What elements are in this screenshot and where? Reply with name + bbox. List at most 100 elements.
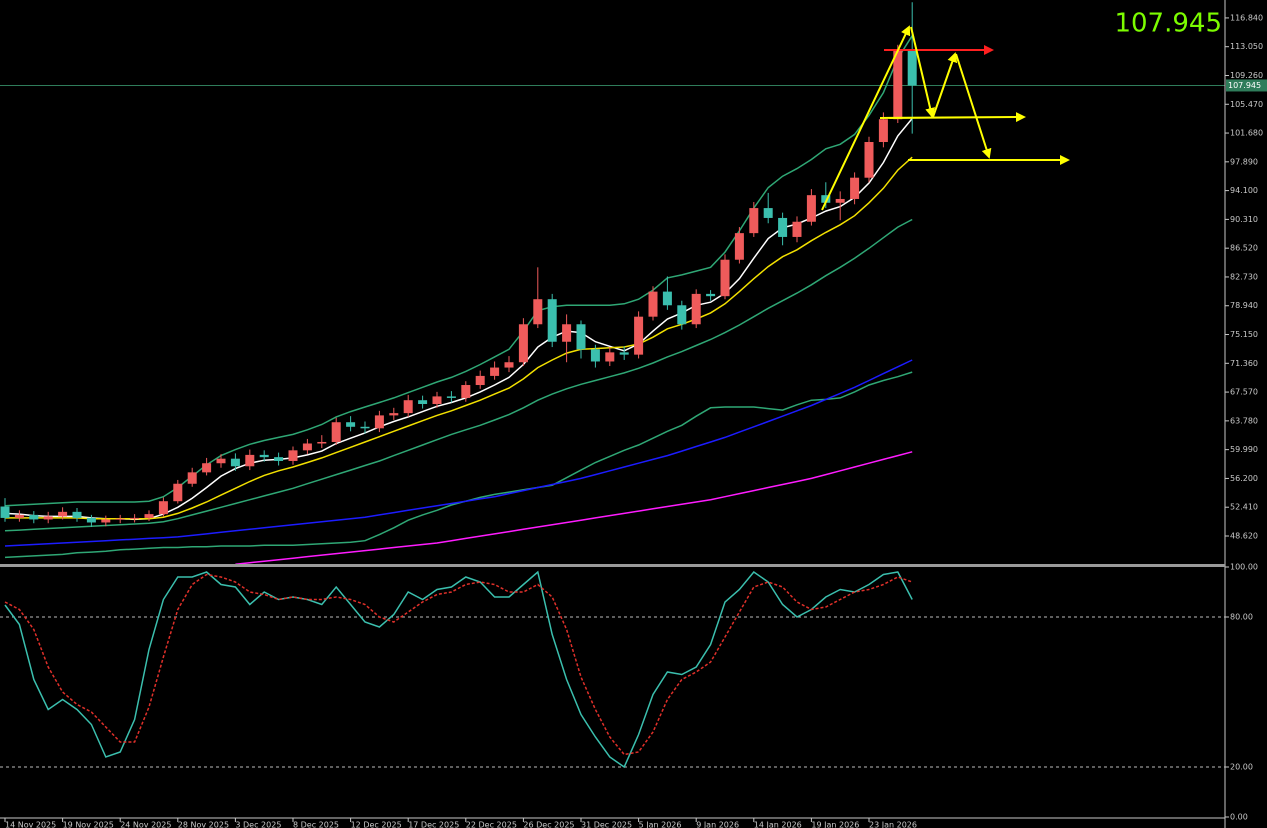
candle-body	[562, 324, 572, 342]
x-tick-label: 31 Dec 2025	[581, 821, 632, 828]
candle-body	[187, 472, 197, 484]
x-tick-label: 14 Nov 2025	[5, 821, 56, 828]
trend-arrow	[821, 25, 911, 211]
candle-body	[878, 119, 888, 143]
x-tick-label: 8 Dec 2025	[293, 821, 339, 828]
candle-body	[691, 293, 701, 325]
candle-body	[230, 458, 240, 467]
candle-body	[475, 375, 485, 386]
trend-arrow	[932, 52, 958, 118]
candle-body	[806, 195, 816, 222]
candle-body	[504, 362, 514, 368]
candle-body	[634, 316, 644, 355]
candle-body	[86, 517, 96, 523]
candle-body	[490, 367, 500, 376]
candle-body	[101, 519, 111, 523]
candle-body	[619, 352, 629, 355]
indicator-line	[4, 218, 913, 532]
y-tick-label: 63.780	[1230, 416, 1258, 425]
candle-body	[792, 221, 802, 237]
trend-arrow	[910, 26, 936, 118]
x-tick-label: 12 Dec 2025	[351, 821, 402, 828]
y-tick-label: 71.360	[1230, 359, 1258, 368]
candle-body	[0, 506, 10, 518]
x-tick-label: 17 Dec 2025	[408, 821, 459, 828]
candle-body	[677, 305, 687, 325]
candle-body	[72, 511, 82, 518]
candle-body	[533, 299, 543, 325]
price-label: 107.945	[1228, 81, 1261, 90]
candle-body	[864, 142, 874, 178]
candle-body	[518, 324, 528, 363]
indicator-line	[4, 359, 913, 547]
candle-body	[216, 458, 226, 464]
y-tick-label: 0.00	[1230, 813, 1248, 822]
candle-body	[259, 454, 269, 458]
candle-body	[590, 349, 600, 362]
candle-body	[360, 426, 370, 429]
indicator-line	[4, 573, 913, 756]
x-tick-label: 22 Dec 2025	[466, 821, 517, 828]
candle-body	[547, 299, 557, 342]
indicator-line	[5, 156, 913, 520]
candle-body	[389, 413, 399, 416]
trend-arrow	[955, 53, 992, 159]
candle-body	[158, 501, 168, 515]
y-tick-label: 86.520	[1230, 244, 1258, 253]
candle-body	[893, 50, 903, 120]
candle-body	[144, 514, 154, 518]
candle-body	[720, 259, 730, 297]
candle-body	[432, 396, 442, 405]
x-tick-label: 23 Jan 2026	[869, 821, 917, 828]
candle-body	[576, 324, 586, 350]
candle-body	[130, 517, 140, 519]
candle-body	[202, 463, 212, 473]
candle-body	[461, 385, 471, 398]
y-tick-label: 90.310	[1230, 215, 1258, 224]
candle-body	[346, 422, 356, 427]
x-tick-label: 19 Nov 2025	[63, 821, 114, 828]
x-tick-label: 28 Nov 2025	[178, 821, 229, 828]
candle-body	[763, 208, 773, 218]
candle-body	[288, 450, 298, 461]
indicator-line	[4, 118, 913, 521]
y-tick-label: 48.620	[1230, 531, 1258, 540]
candle-body	[821, 195, 831, 203]
y-tick-label: 75.150	[1230, 330, 1258, 339]
candle-body	[662, 291, 672, 306]
candle-body	[302, 443, 312, 451]
y-tick-label: 109.260	[1230, 71, 1263, 80]
candle-body	[331, 422, 341, 442]
y-tick-label: 52.410	[1230, 503, 1258, 512]
y-tick-label: 116.840	[1230, 13, 1263, 22]
candle-body	[58, 511, 68, 517]
price-label-box	[1226, 79, 1267, 92]
candle-body	[749, 208, 759, 234]
x-tick-label: 14 Jan 2026	[754, 821, 802, 828]
candle-body	[14, 514, 24, 518]
candle-body	[648, 291, 658, 317]
candle-body	[778, 217, 788, 237]
y-tick-label: 113.050	[1230, 42, 1263, 51]
x-tick-label: 5 Jan 2026	[639, 821, 682, 828]
indicator-line	[4, 35, 913, 507]
y-tick-label: 82.730	[1230, 272, 1258, 281]
annotations	[821, 25, 1070, 211]
y-tick-label: 100.00	[1230, 563, 1258, 572]
candle-body	[446, 396, 456, 398]
candle-body	[29, 514, 39, 520]
candle-body	[317, 441, 327, 444]
y-tick-label: 59.990	[1230, 445, 1258, 454]
candle-body	[245, 454, 255, 467]
candle-body	[115, 518, 125, 520]
y-tick-label: 67.570	[1230, 388, 1258, 397]
candle-body	[374, 415, 384, 429]
candle-body	[706, 293, 716, 297]
panel-separator	[0, 564, 1225, 567]
candle-body	[850, 177, 860, 199]
y-tick-label: 78.940	[1230, 301, 1258, 310]
candle-body	[734, 233, 744, 260]
y-tick-label: 101.680	[1230, 129, 1263, 138]
